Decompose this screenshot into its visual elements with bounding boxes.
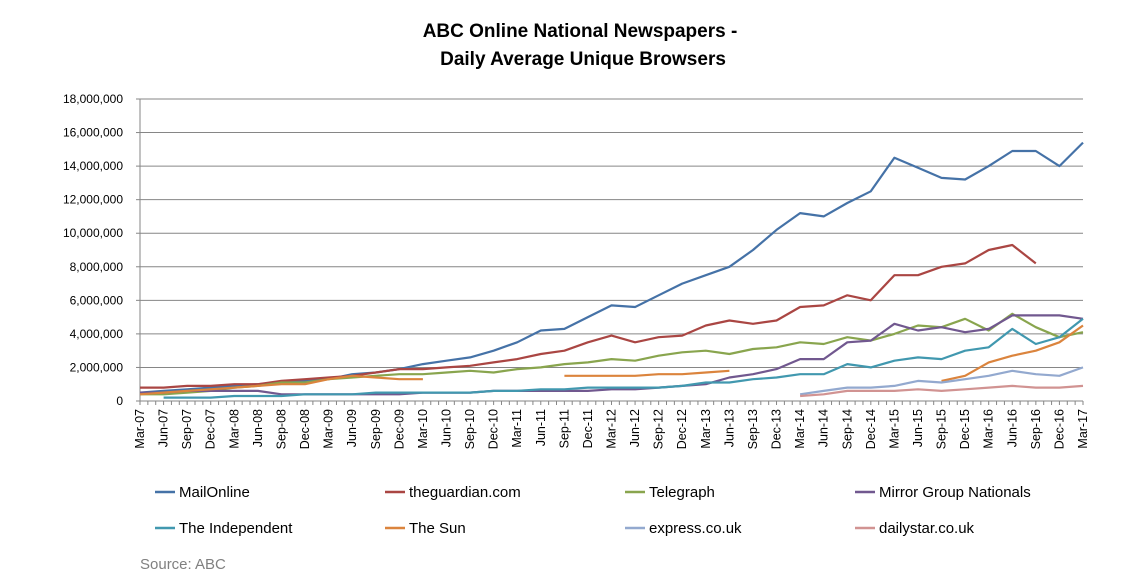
x-tick-label: Mar-12 xyxy=(605,409,619,449)
series-line-telegraph xyxy=(140,312,1084,396)
x-tick-label: Mar-11 xyxy=(510,409,524,448)
legend-label: Mirror Group Nationals xyxy=(879,484,1031,501)
x-tick-label: Dec-16 xyxy=(1052,409,1066,449)
x-tick-label: Sep-14 xyxy=(840,409,854,449)
legend-item: express.co.uk xyxy=(625,520,742,537)
x-tick-label: Dec-11 xyxy=(581,409,595,448)
x-tick-label: Jun-11 xyxy=(534,409,548,446)
series-line-the-independent xyxy=(163,317,1084,399)
legend-item: Mirror Group Nationals xyxy=(855,484,1031,501)
chart-title-line-1: ABC Online National Newspapers - xyxy=(423,21,738,42)
x-tick-label: Mar-14 xyxy=(793,409,807,449)
x-tick-label: Sep-12 xyxy=(652,409,666,449)
x-tick-label: Mar-10 xyxy=(416,409,430,449)
x-tick-label: Jun-09 xyxy=(345,409,359,447)
series-line-the-sun xyxy=(564,369,730,377)
x-tick-label: Dec-14 xyxy=(864,409,878,449)
legend-label: theguardian.com xyxy=(409,484,521,501)
y-tick-label: 6,000,000 xyxy=(70,293,124,307)
series-line-the-sun xyxy=(941,324,1084,382)
chart-title-line-2: Daily Average Unique Browsers xyxy=(440,49,726,70)
x-tick-label: Mar-08 xyxy=(227,409,241,449)
x-tick-label: Dec-09 xyxy=(392,409,406,449)
x-tick-label: Jun-14 xyxy=(817,409,831,447)
x-tick-label: Mar-09 xyxy=(322,409,336,449)
legend-label: express.co.uk xyxy=(649,520,742,537)
x-tick-label: Dec-13 xyxy=(770,409,784,449)
y-tick-label: 2,000,000 xyxy=(70,360,124,374)
x-tick-label: Jun-08 xyxy=(251,409,265,447)
x-tick-label: Jun-15 xyxy=(911,409,925,447)
legend: MailOnline theguardian.com Telegraph Mirror… xyxy=(155,484,1031,537)
x-tick-label: Jun-13 xyxy=(722,409,736,447)
legend-item: theguardian.com xyxy=(385,484,521,501)
series-line-theguardian-com xyxy=(140,243,1037,389)
x-tick-label: Sep-08 xyxy=(274,409,288,449)
source-note: Source: ABC xyxy=(140,556,226,573)
legend-label: Telegraph xyxy=(649,484,715,501)
y-tick-label: 10,000,000 xyxy=(63,226,123,240)
y-tick-label: 18,000,000 xyxy=(63,92,123,106)
x-tick-label: Jun-16 xyxy=(1005,409,1019,447)
x-tick-label: Dec-08 xyxy=(298,409,312,449)
x-tick-label: Sep-11 xyxy=(557,409,571,448)
x-tick-label: Sep-13 xyxy=(746,409,760,449)
legend-label: MailOnline xyxy=(179,484,250,501)
x-tick-label: Mar-13 xyxy=(699,409,713,449)
x-tick-label: Mar-17 xyxy=(1076,409,1090,449)
x-tick-label: Sep-15 xyxy=(935,409,949,449)
x-tick-label: Sep-10 xyxy=(463,409,477,449)
y-tick-label: 12,000,000 xyxy=(63,193,123,207)
legend-item: MailOnline xyxy=(155,484,250,501)
gridlines xyxy=(140,98,1083,368)
x-axis: Mar-07 Jun-07 Sep-07 Dec-07 Mar-08 Jun-08 Sep-… xyxy=(133,400,1090,449)
x-tick-label: Mar-16 xyxy=(982,409,996,449)
x-tick-label: Jun-07 xyxy=(157,409,171,447)
x-tick-label: Jun-10 xyxy=(439,409,453,447)
x-tick-label: Dec-15 xyxy=(958,409,972,449)
legend-label: The Sun xyxy=(409,520,466,537)
y-tick-label: 4,000,000 xyxy=(70,327,124,341)
x-tick-label: Dec-12 xyxy=(675,409,689,449)
series-line-the-sun xyxy=(139,374,423,396)
x-tick-label: Sep-09 xyxy=(369,409,383,449)
y-axis: 0 2,000,000 4,000,000 6,000,000 8,000,000 10,… xyxy=(63,92,141,408)
x-tick-label: Sep-16 xyxy=(1029,409,1043,449)
legend-label: The Independent xyxy=(179,520,293,537)
x-tick-label: Sep-07 xyxy=(180,409,194,449)
legend-item: Telegraph xyxy=(625,484,715,501)
y-tick-label: 16,000,000 xyxy=(63,126,123,140)
series-line-dailystar-co-uk xyxy=(800,384,1084,398)
x-tick-label: Jun-12 xyxy=(628,409,642,447)
legend-label: dailystar.co.uk xyxy=(879,520,975,537)
x-tick-label: Mar-15 xyxy=(887,409,901,449)
legend-item: The Sun xyxy=(385,520,466,537)
y-tick-label: 14,000,000 xyxy=(63,159,123,173)
x-tick-label: Dec-10 xyxy=(487,409,501,449)
x-tick-label: Dec-07 xyxy=(204,409,218,449)
series-lines xyxy=(139,141,1084,399)
series-line-express-co-uk xyxy=(799,366,1084,396)
y-tick-label: 0 xyxy=(116,394,123,408)
legend-item: The Independent xyxy=(155,520,293,537)
y-tick-label: 8,000,000 xyxy=(70,260,124,274)
x-tick-label: Mar-07 xyxy=(133,409,147,449)
legend-item: dailystar.co.uk xyxy=(855,520,975,537)
